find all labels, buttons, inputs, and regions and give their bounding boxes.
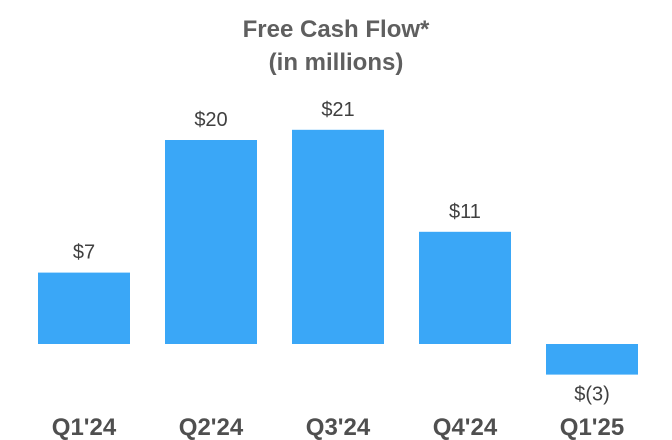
x-tick-label-q324: Q3'24 xyxy=(306,414,371,440)
bar-q224 xyxy=(165,140,257,344)
data-label-q224: $20 xyxy=(194,109,227,131)
data-label-q125: $(3) xyxy=(574,384,610,406)
chart-title: Free Cash Flow* xyxy=(242,16,430,43)
bar-q424 xyxy=(419,231,511,344)
bar-q324 xyxy=(292,129,384,344)
x-tick-label-q125: Q1'25 xyxy=(560,414,624,440)
x-tick-label-q224: Q2'24 xyxy=(179,414,244,440)
data-label-q124: $7 xyxy=(73,242,95,264)
bar-q125 xyxy=(546,344,638,375)
x-tick-label-q124: Q1'24 xyxy=(52,414,117,440)
data-label-q424: $11 xyxy=(449,201,481,223)
x-tick-label-q424: Q4'24 xyxy=(433,414,498,440)
chart-subtitle: (in millions) xyxy=(268,49,404,76)
bar-q124 xyxy=(38,272,130,344)
data-label-q324: $21 xyxy=(321,99,354,121)
